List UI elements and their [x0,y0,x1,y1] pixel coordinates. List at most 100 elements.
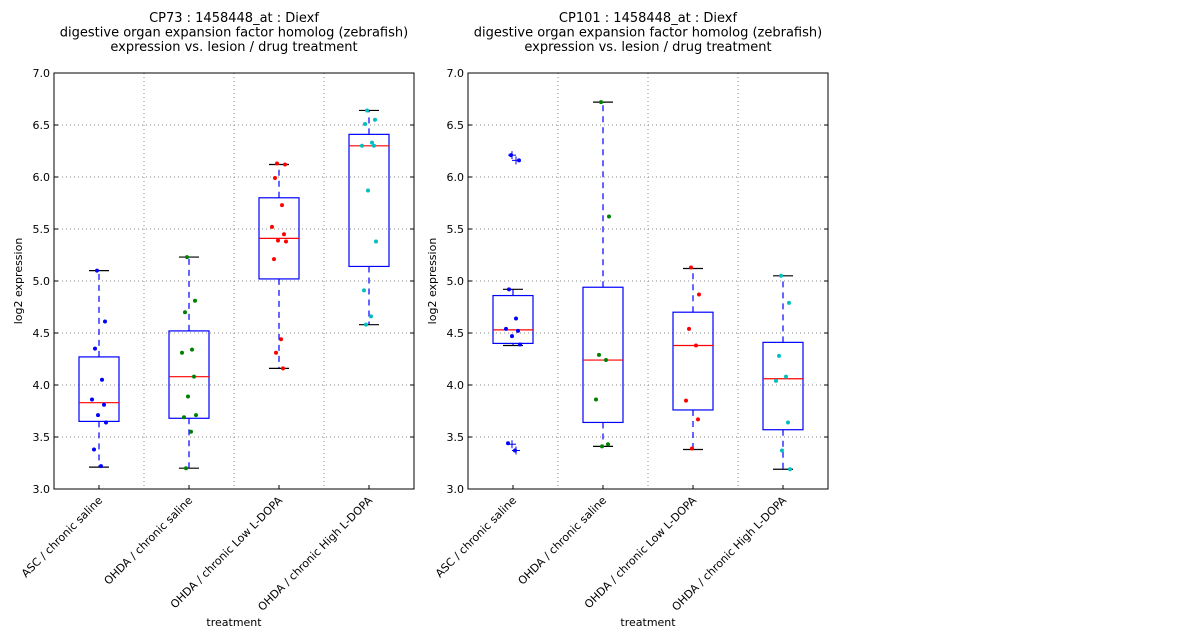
data-point [280,203,284,208]
y-tick-label: 5.5 [447,223,465,236]
x-axis-label: treatment [206,616,262,629]
data-point [102,402,106,407]
y-tick-label: 7.0 [33,67,51,80]
plot-frame [53,72,415,490]
data-point [275,161,279,166]
data-point [594,397,598,402]
data-point [99,464,103,469]
data-point [684,398,688,403]
y-tick-label: 5.0 [447,275,465,288]
data-point [374,239,378,244]
data-point [607,214,611,219]
data-point [272,257,276,262]
data-point [517,158,521,163]
box-group-3 [258,161,300,371]
data-point [513,448,517,453]
data-point [103,319,107,324]
data-point [276,238,280,243]
y-tick-label: 6.0 [33,171,51,184]
data-point [504,326,508,331]
y-tick-label: 6.0 [447,171,465,184]
data-point [777,353,781,358]
data-point [279,337,283,342]
data-point [284,239,288,244]
data-point [185,255,189,260]
box-group-2 [168,255,210,471]
chart-title-line-1: CP101 : 1458448_at : Diexf [559,11,738,26]
chart-title-line-2: digestive organ expansion factor homolog… [474,26,822,41]
data-point [96,413,100,418]
plot-frame [467,72,829,490]
data-point [774,378,778,383]
chart-title-line-1: CP73 : 1458448_at : Diexf [149,11,319,26]
data-point [274,350,278,355]
data-point [788,467,792,472]
data-point [690,446,694,451]
data-point [182,415,186,420]
data-point [780,448,784,453]
data-point [186,394,190,399]
data-point [697,292,701,297]
data-point [369,314,373,319]
data-point [509,153,513,158]
y-tick-label: 4.0 [447,379,465,392]
box-group-4 [348,108,390,327]
data-point [606,442,610,447]
box-iqr [348,133,390,268]
data-point [787,300,791,305]
data-point [282,232,286,237]
data-point [687,326,691,331]
data-point [599,100,603,105]
data-point [689,265,693,270]
box-group-1 [78,268,120,469]
data-point [779,273,783,278]
data-point [92,447,96,452]
chart-title-line-3: expression vs. lesion / drug treatment [110,40,357,55]
x-tick-label: ASC / chronic saline [433,494,519,580]
box-group-4 [762,273,804,472]
box-group-1 [492,151,534,455]
x-tick-label: OHDA / chronic saline [102,494,196,588]
data-point [510,334,514,339]
box-iqr [672,311,714,411]
y-tick-label: 5.0 [33,275,51,288]
data-point [95,268,99,273]
y-tick-label: 7.0 [447,67,465,80]
data-point [360,143,364,148]
data-point [696,417,700,422]
data-point [604,358,608,363]
data-point [694,343,698,348]
data-point [104,420,108,425]
data-point [190,347,194,352]
y-tick-label: 3.0 [33,483,51,496]
y-tick-label: 5.5 [33,223,51,236]
chart-title-line-3: expression vs. lesion / drug treatment [524,40,771,55]
data-point [372,143,376,148]
x-tick-label: OHDA / chronic saline [516,494,610,588]
data-point [373,117,377,122]
data-point [180,350,184,355]
data-point [507,287,511,292]
data-point [189,429,193,434]
data-point [183,310,187,315]
data-point [363,121,367,126]
box-iqr [78,356,120,423]
data-point [90,397,94,402]
y-axis-label: log2 expression [426,238,439,325]
box-iqr [762,341,804,431]
data-point [100,377,104,382]
data-point [364,322,368,327]
data-point [281,366,285,371]
data-point [365,108,369,113]
box-iqr [168,330,210,419]
y-tick-label: 3.0 [447,483,465,496]
chart-title-line-2: digestive organ expansion factor homolog… [60,26,408,41]
y-tick-label: 3.5 [447,431,465,444]
x-axis-label: treatment [620,616,676,629]
y-tick-label: 4.5 [447,327,465,340]
data-point [366,188,370,193]
y-tick-label: 4.5 [33,327,51,340]
